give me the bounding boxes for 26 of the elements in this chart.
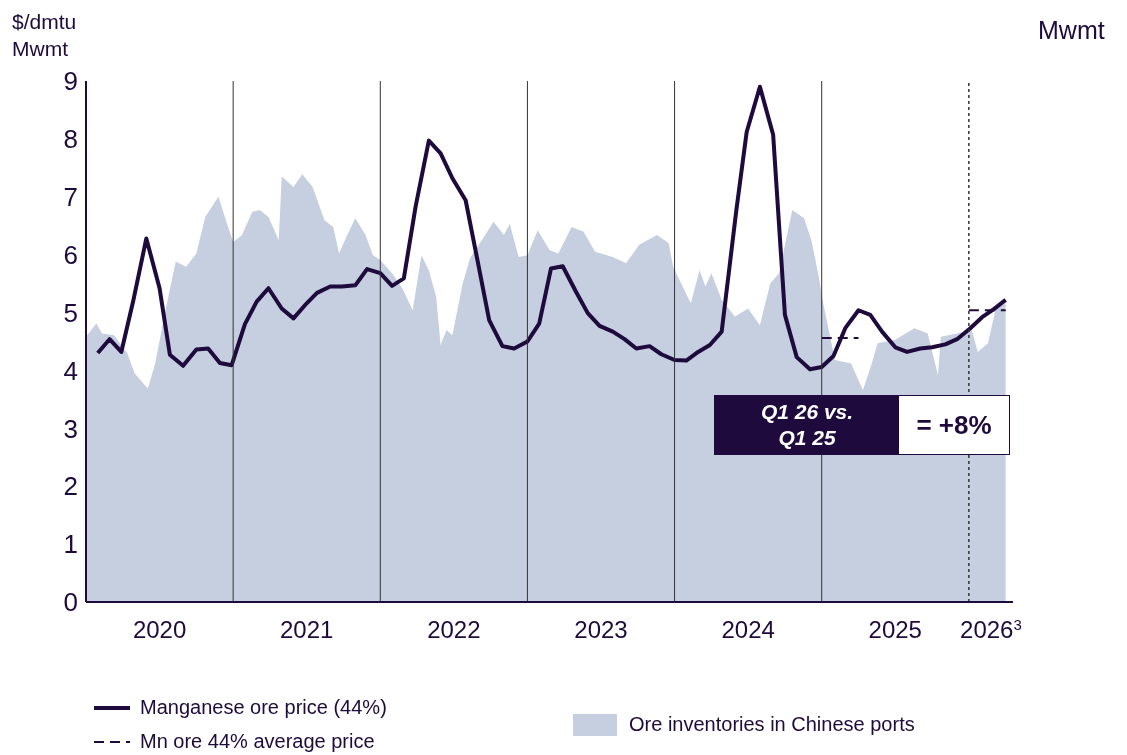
y-axis-title: $/dmtu Mwmt — [12, 10, 77, 61]
y-tick-label: 6 — [63, 239, 78, 270]
y-tick-label: 9 — [63, 66, 78, 97]
y2-axis-title: Mwmt — [1038, 16, 1105, 45]
x-tick-label: 2021 — [280, 616, 334, 643]
x-tick-label: 2023 — [574, 616, 628, 643]
legend-label: Manganese ore price (44%) — [140, 696, 387, 719]
y-tick-label: 8 — [63, 124, 78, 155]
y-tick-label: 1 — [63, 529, 78, 560]
y-tick-label: 5 — [63, 297, 78, 328]
y-tick-label: 4 — [63, 355, 78, 386]
y-tick-label: 7 — [63, 182, 78, 213]
annotation: = +8% — [899, 396, 1009, 454]
y-tick-label: 3 — [63, 413, 78, 444]
legend-label: Mn ore 44% average price — [140, 730, 375, 753]
legend-label: Ore inventories in Chinese ports — [629, 713, 915, 736]
x-tick-label: 2020 — [132, 616, 187, 643]
x-tick-label: 2026$^{3}$ — [960, 615, 1022, 643]
y-tick-label: 2 — [63, 471, 78, 502]
annotation: Q1 26 vs. Q1 25 — [715, 396, 899, 454]
x-tick-label: 2024 — [721, 616, 775, 643]
line-series — [95, 84, 1008, 372]
y-tick-label: 0 — [63, 587, 78, 618]
x-tick-label: 2022 — [427, 616, 481, 643]
x-tick-label: 2025 — [868, 616, 922, 643]
callout-box: Q1 26 vs. Q1 25 = +8% — [714, 395, 1010, 455]
